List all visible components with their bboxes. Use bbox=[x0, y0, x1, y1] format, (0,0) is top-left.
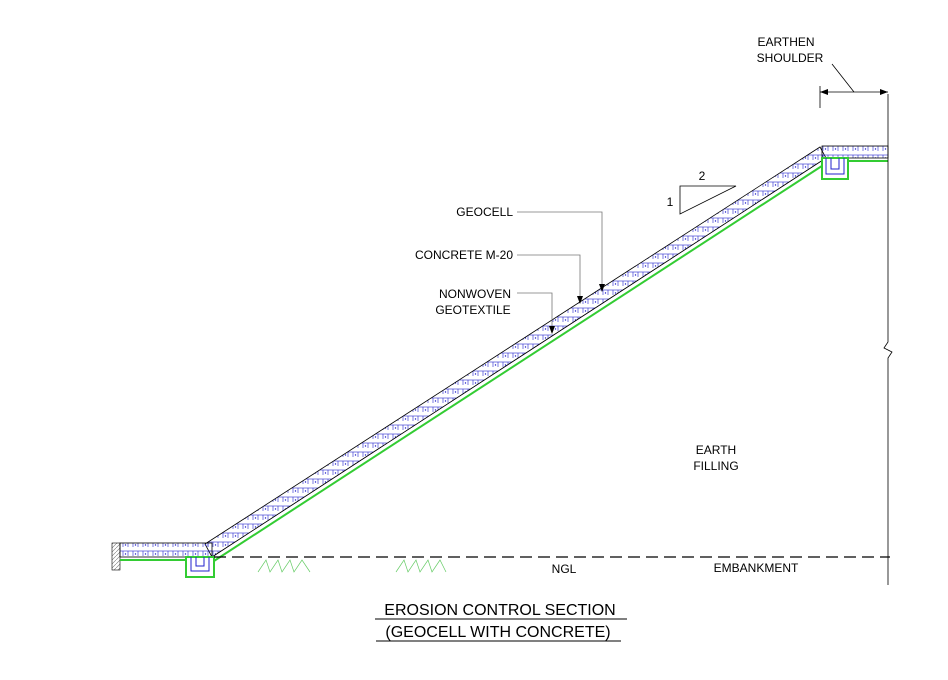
title-line2: (GEOCELL WITH CONCRETE) bbox=[385, 624, 610, 641]
right-break-line bbox=[883, 94, 893, 585]
earthen-label-line2: SHOULDER bbox=[757, 51, 824, 65]
slope-vertical-label: 1 bbox=[667, 195, 674, 209]
slope-geocell-layer bbox=[204, 146, 827, 558]
title-line1: EROSION CONTROL SECTION bbox=[384, 602, 615, 619]
drawing-title: EROSION CONTROL SECTION (GEOCELL WITH CO… bbox=[375, 602, 627, 642]
crest-geocell-layer bbox=[821, 145, 889, 180]
concrete-label: CONCRETE M-20 bbox=[415, 248, 513, 262]
grass-symbols bbox=[257, 559, 447, 573]
earth-filling-label-line1: EARTH bbox=[696, 443, 736, 457]
slope-horizontal-label: 2 bbox=[699, 169, 706, 183]
earthen-label-line1: EARTHEN bbox=[757, 35, 814, 49]
earthen-shoulder-dimension: EARTHEN SHOULDER bbox=[757, 35, 888, 108]
nonwoven-label-line1: NONWOVEN bbox=[439, 287, 511, 301]
nonwoven-label-line2: GEOTEXTILE bbox=[435, 303, 510, 317]
toe-geocell-layer bbox=[111, 542, 215, 578]
concrete-leader: CONCRETE M-20 bbox=[415, 248, 583, 304]
geocell-label: GEOCELL bbox=[456, 205, 513, 219]
ngl-label: NGL bbox=[552, 562, 577, 576]
embankment-label: EMBANKMENT bbox=[714, 561, 799, 575]
nonwoven-leader: NONWOVEN GEOTEXTILE bbox=[435, 287, 555, 334]
slope-geotextile-line bbox=[213, 161, 829, 562]
slope-ratio-triangle: 2 1 bbox=[667, 169, 737, 215]
geocell-leader: GEOCELL bbox=[456, 205, 605, 292]
earth-filling-label-line2: FILLING bbox=[693, 459, 738, 473]
